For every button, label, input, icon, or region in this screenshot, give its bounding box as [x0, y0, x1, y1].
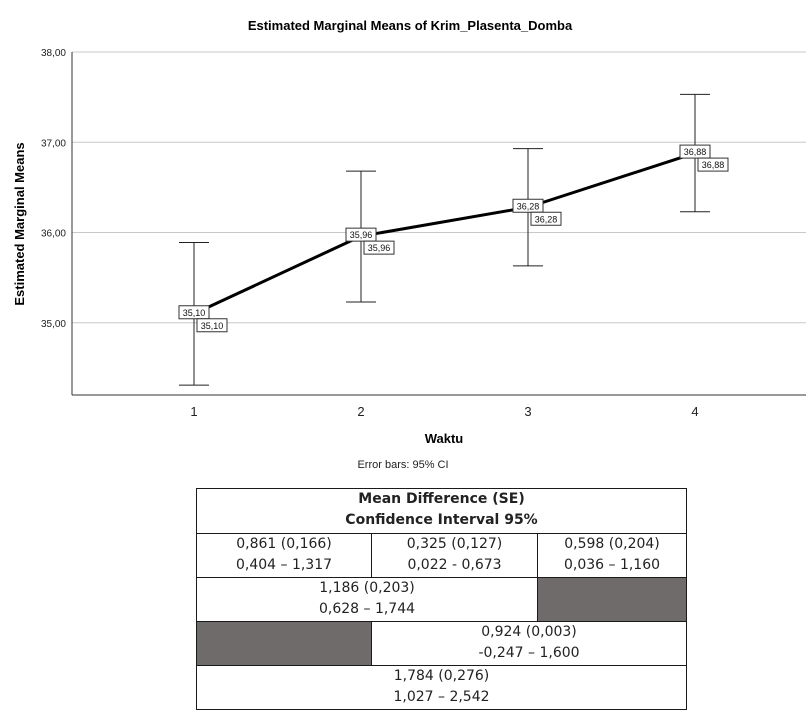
y-tick-labels: 35,00 36,00 37,00 38,00: [41, 48, 66, 330]
y-tick-label: 35,00: [41, 319, 66, 330]
y-axis-label: Estimated Marginal Means: [12, 142, 27, 305]
marginal-means-chart: Estimated Marginal Means of Krim_Plasent…: [12, 18, 806, 446]
table-header: Mean Difference (SE) Confidence Interval…: [195, 488, 688, 534]
svg-text:36,28: 36,28: [535, 214, 558, 224]
data-label: 35,10: [178, 305, 210, 320]
data-label: 36,88: [697, 157, 729, 172]
cell-ci: 0,404 – 1,317: [235, 557, 333, 573]
table-header-subtitle: Confidence Interval 95%: [345, 512, 538, 528]
svg-text:36,28: 36,28: [517, 201, 540, 211]
table-cell-shaded: [536, 577, 688, 622]
svg-text:36,88: 36,88: [702, 160, 725, 170]
cell-mean-se: 0,861 (0,166): [236, 536, 332, 552]
data-label: 36,88: [679, 144, 711, 159]
y-tick-label: 37,00: [41, 138, 66, 149]
data-label: 35,96: [345, 227, 377, 242]
svg-text:35,10: 35,10: [183, 308, 206, 318]
x-tick-label: 4: [691, 404, 698, 419]
table-cell: 1,784 (0,276) 1,027 – 2,542: [195, 665, 688, 710]
data-label: 36,28: [530, 211, 562, 226]
svg-text:35,10: 35,10: [201, 321, 224, 331]
series-line: [193, 151, 696, 316]
table-cell: 0,325 (0,127) 0,022 - 0,673: [371, 533, 538, 578]
value-labels: 35,10 35,10 35,96 35,96 36,28 36,28 36,88 36,88: [178, 144, 729, 333]
x-tick-labels: 1 2 3 4: [190, 404, 698, 419]
error-bars: [179, 93, 710, 386]
y-tick-label: 38,00: [41, 48, 66, 59]
svg-text:35,96: 35,96: [350, 230, 373, 240]
table-cell: 0,861 (0,166) 0,404 – 1,317: [196, 533, 372, 578]
cell-ci: 0,036 – 1,160: [563, 557, 661, 573]
table-cell: 0,924 (0,003) -0,247 – 1,600: [370, 621, 688, 666]
y-tick-label: 36,00: [41, 229, 66, 240]
x-tick-label: 2: [357, 404, 364, 419]
table-header-title: Mean Difference (SE): [358, 491, 525, 507]
svg-text:35,96: 35,96: [368, 243, 391, 253]
data-label: 35,10: [196, 318, 228, 333]
cell-ci: 1,027 – 2,542: [393, 689, 490, 705]
table-cell-shaded: [196, 621, 372, 666]
table-cell: 1,186 (0,203) 0,628 – 1,744: [196, 577, 538, 622]
cell-mean-se: 0,598 (0,204): [564, 536, 660, 552]
cell-mean-se: 1,186 (0,203): [319, 580, 415, 596]
error-bars-caption: Error bars: 95% CI: [357, 459, 449, 471]
cell-ci: 0,022 - 0,673: [407, 557, 502, 573]
data-label: 36,28: [512, 198, 544, 213]
svg-text:36,88: 36,88: [684, 147, 707, 157]
x-tick-label: 1: [190, 404, 197, 419]
x-axis-label: Waktu: [425, 431, 464, 446]
cell-mean-se: 1,784 (0,276): [393, 668, 490, 684]
table-cell: 0,598 (0,204) 0,036 – 1,160: [536, 533, 688, 578]
data-label: 35,96: [363, 240, 395, 255]
cell-ci: -0,247 – 1,600: [478, 645, 580, 661]
x-tick-label: 3: [524, 404, 531, 419]
cell-mean-se: 0,924 (0,003): [481, 624, 577, 640]
mean-line: [193, 151, 696, 316]
grid-lines: [72, 51, 806, 324]
cell-mean-se: 0,325 (0,127): [406, 536, 503, 552]
cell-ci: 0,628 – 1,744: [318, 601, 416, 617]
mean-difference-table: Mean Difference (SE) Confidence Interval…: [195, 488, 688, 710]
chart-title: Estimated Marginal Means of Krim_Plasent…: [248, 18, 573, 33]
